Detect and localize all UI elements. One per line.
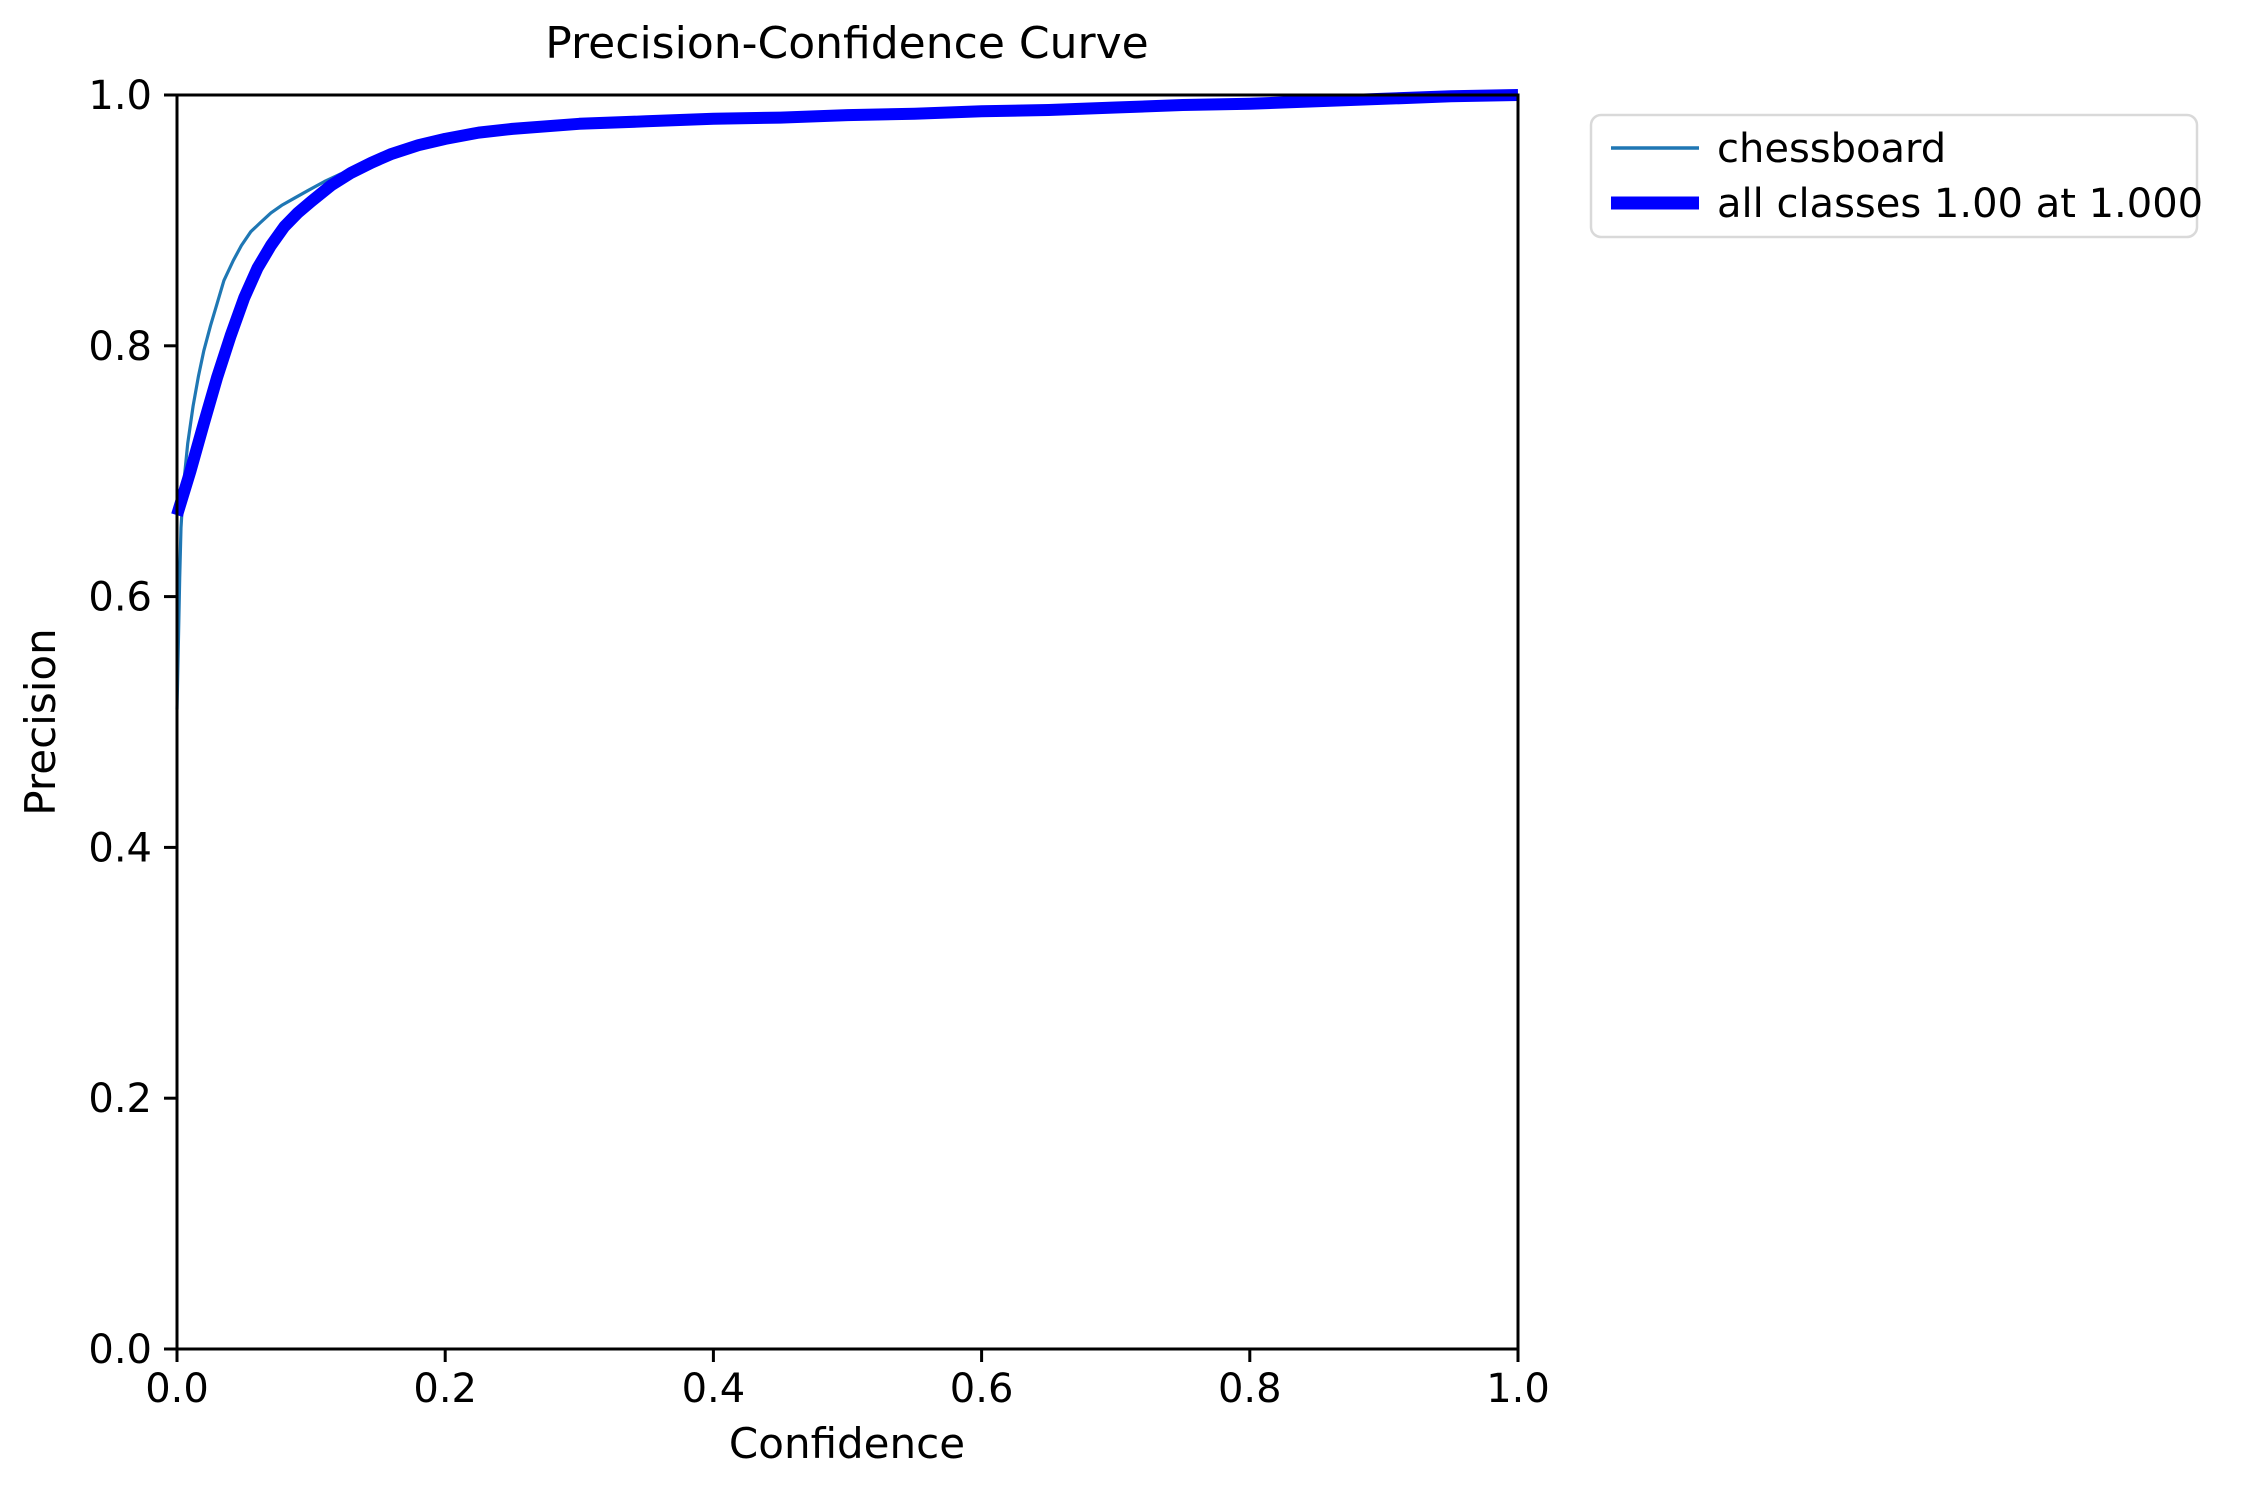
legend: chessboard all classes 1.00 at 1.000 — [1589, 113, 2203, 239]
x-axis-ticks: 0.0 0.2 0.4 0.6 0.8 1.0 — [145, 1349, 1550, 1412]
legend-label-all-classes: all classes 1.00 at 1.000 — [1717, 181, 2203, 227]
series-line-all-classes — [171, 89, 1519, 517]
y-tick-label: 1.0 — [88, 73, 152, 119]
chart-title: Precision-Confidence Curve — [545, 18, 1148, 69]
x-tick-label: 0.8 — [1218, 1366, 1282, 1412]
x-tick-label: 0.0 — [145, 1366, 209, 1412]
legend-label-chessboard: chessboard — [1717, 126, 1946, 172]
x-tick-label: 1.0 — [1486, 1366, 1550, 1412]
y-tick-label: 0.4 — [88, 825, 152, 871]
y-axis-ticks: 0.0 0.2 0.4 0.6 0.8 1.0 — [88, 73, 177, 1373]
x-tick-label: 0.2 — [413, 1366, 477, 1412]
x-tick-label: 0.4 — [682, 1366, 746, 1412]
y-tick-label: 0.0 — [88, 1327, 152, 1373]
legend-box — [1589, 113, 2199, 239]
x-tick-label: 0.6 — [950, 1366, 1014, 1412]
series-layer — [171, 89, 1519, 710]
plot-area-border — [175, 93, 1520, 1351]
y-tick-label: 0.2 — [88, 1076, 152, 1122]
series-line-chessboard — [175, 93, 1519, 710]
y-axis-title: Precision — [16, 628, 65, 815]
x-axis-title: Confidence — [729, 1419, 965, 1468]
y-tick-label: 0.6 — [88, 575, 152, 621]
y-tick-label: 0.8 — [88, 324, 152, 370]
